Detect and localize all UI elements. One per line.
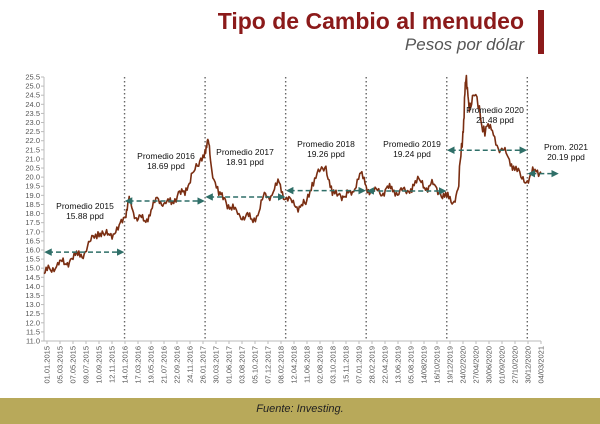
x-tick-label: 27/04/2020: [472, 346, 481, 384]
title-accent-bar: [538, 10, 544, 54]
x-tick-label: 21.07.2016: [160, 346, 169, 384]
y-tick-label: 11.5: [26, 327, 40, 336]
x-tick-label: 03.08.2017: [238, 346, 247, 384]
y-tick-label: 17.5: [25, 218, 40, 227]
chart-title: Tipo de Cambio al menudeo: [217, 8, 524, 34]
annotation-label: Promedio 2015: [56, 201, 114, 211]
y-tick-label: 25.5: [25, 73, 40, 82]
x-tick-label: 05.03.2015: [56, 346, 65, 384]
y-tick-label: 15.5: [25, 255, 40, 264]
x-tick-label: 03.10.2018: [329, 346, 338, 384]
y-tick-label: 24.0: [25, 100, 40, 109]
annotation-value: 18.69 ppd: [147, 161, 185, 171]
y-tick-label: 20.5: [25, 164, 40, 173]
y-tick-label: 12.0: [25, 318, 40, 327]
y-tick-label: 19.5: [25, 182, 40, 191]
x-tick-label: 28.02.2019: [368, 346, 377, 384]
annotation-value: 19.24 ppd: [393, 149, 431, 159]
annotation-value: 21.48 ppd: [476, 115, 514, 125]
x-tick-label: 26.01.2017: [199, 346, 208, 384]
y-tick-label: 17.0: [25, 227, 40, 236]
y-tick-label: 12.5: [25, 309, 40, 318]
x-tick-label: 19/12/2019: [446, 346, 455, 384]
y-tick-label: 23.0: [25, 118, 40, 127]
annotation-value: 20.19 ppd: [547, 152, 585, 162]
annotation-label: Promedio 2018: [297, 139, 355, 149]
x-tick-label: 07.05.2015: [69, 346, 78, 384]
annotation-label: Promedio 2017: [216, 147, 274, 157]
x-tick-label: 11.06.2018: [303, 346, 312, 383]
y-tick-label: 21.5: [25, 145, 40, 154]
y-tick-label: 14.5: [25, 273, 40, 282]
x-tick-label: 12.11.2015: [108, 346, 117, 383]
y-tick-label: 23.5: [25, 109, 40, 118]
x-tick-label: 14/08/2019: [420, 346, 429, 384]
annotation-label: Promedio 2016: [137, 151, 195, 161]
x-tick-label: 04/03/2021: [537, 346, 546, 384]
annotation-label: Promedio 2020: [466, 105, 524, 115]
annotation-label: Prom. 2021: [544, 142, 588, 152]
y-tick-label: 22.0: [25, 136, 40, 145]
chart-subtitle: Pesos por dólar: [404, 35, 524, 54]
average-arrows: [44, 146, 559, 256]
x-tick-label: 22.04.2019: [381, 346, 390, 384]
source-note: Fuente: Investing.: [256, 403, 344, 415]
x-tick-label: 05.08.2019: [407, 346, 416, 384]
x-tick-label: 08.02.2018: [277, 346, 286, 384]
x-tick-label: 30/12/2020: [524, 346, 533, 384]
y-tick-label: 18.0: [25, 209, 40, 218]
x-tick-label: 05.10.2017: [251, 346, 260, 384]
exchange-rate-chart: 11.011.512.012.513.013.514.014.515.015.5…: [25, 73, 588, 384]
x-tick-label: 17.03.2016: [134, 346, 143, 384]
x-axis: 01.01.2015 05.03.2015 07.05.2015 09.07.2015…: [43, 340, 546, 384]
x-tick-label: 22.09.2016: [173, 346, 182, 384]
x-tick-label: 10.09.2015: [95, 346, 104, 384]
x-tick-label: 13.06.2019: [394, 346, 403, 384]
y-tick-label: 13.5: [25, 291, 40, 300]
x-tick-label: 01.01.2015: [43, 346, 52, 384]
x-tick-label: 19.05.2016: [147, 346, 156, 384]
annotation-label: Promedio 2019: [383, 139, 441, 149]
x-tick-label: 09.07.2015: [82, 346, 91, 384]
x-tick-label: 16/10/2019: [433, 346, 442, 384]
x-tick-label: 01/09/2020: [498, 346, 507, 384]
x-tick-label: 07.01.2019: [355, 346, 364, 384]
x-tick-label: 02.08.2018: [316, 346, 325, 384]
annotation-value: 19.26 ppd: [307, 149, 345, 159]
x-tick-label: 27/10/2020: [511, 346, 520, 384]
y-tick-label: 22.5: [25, 127, 40, 136]
y-tick-label: 21.0: [25, 154, 40, 163]
x-tick-label: 01.06.2017: [225, 346, 234, 384]
x-tick-label: 24.11.2016: [186, 346, 195, 383]
annotation-value: 18.91 ppd: [226, 157, 264, 167]
x-tick-label: 07.12.2017: [264, 346, 273, 384]
y-tick-label: 14.0: [25, 282, 40, 291]
y-tick-label: 25.0: [25, 82, 40, 91]
x-tick-label: 30.03.2017: [212, 346, 221, 384]
x-tick-label: 30/06/2020: [485, 346, 494, 384]
y-tick-label: 16.5: [25, 236, 40, 245]
y-tick-label: 16.0: [25, 245, 40, 254]
y-tick-label: 13.0: [25, 300, 40, 309]
y-tick-label: 19.0: [25, 191, 40, 200]
x-tick-label: 14.01.2016: [121, 346, 130, 384]
x-tick-label: 12.04.2018: [290, 346, 299, 384]
y-axis: 11.011.512.012.513.013.514.014.515.015.5…: [25, 73, 45, 346]
footer-band: Fuente: Investing.: [0, 398, 600, 424]
y-tick-label: 18.5: [25, 200, 40, 209]
x-tick-label: 24/02/2020: [459, 346, 468, 384]
x-tick-label: 15.11.2018: [342, 346, 351, 383]
y-tick-label: 11.0: [26, 337, 40, 346]
annotation-value: 15.88 ppd: [66, 211, 104, 221]
y-tick-label: 20.0: [25, 173, 40, 182]
y-tick-label: 15.0: [25, 264, 40, 273]
y-tick-label: 24.5: [25, 91, 40, 100]
year-dividers: [123, 77, 529, 341]
